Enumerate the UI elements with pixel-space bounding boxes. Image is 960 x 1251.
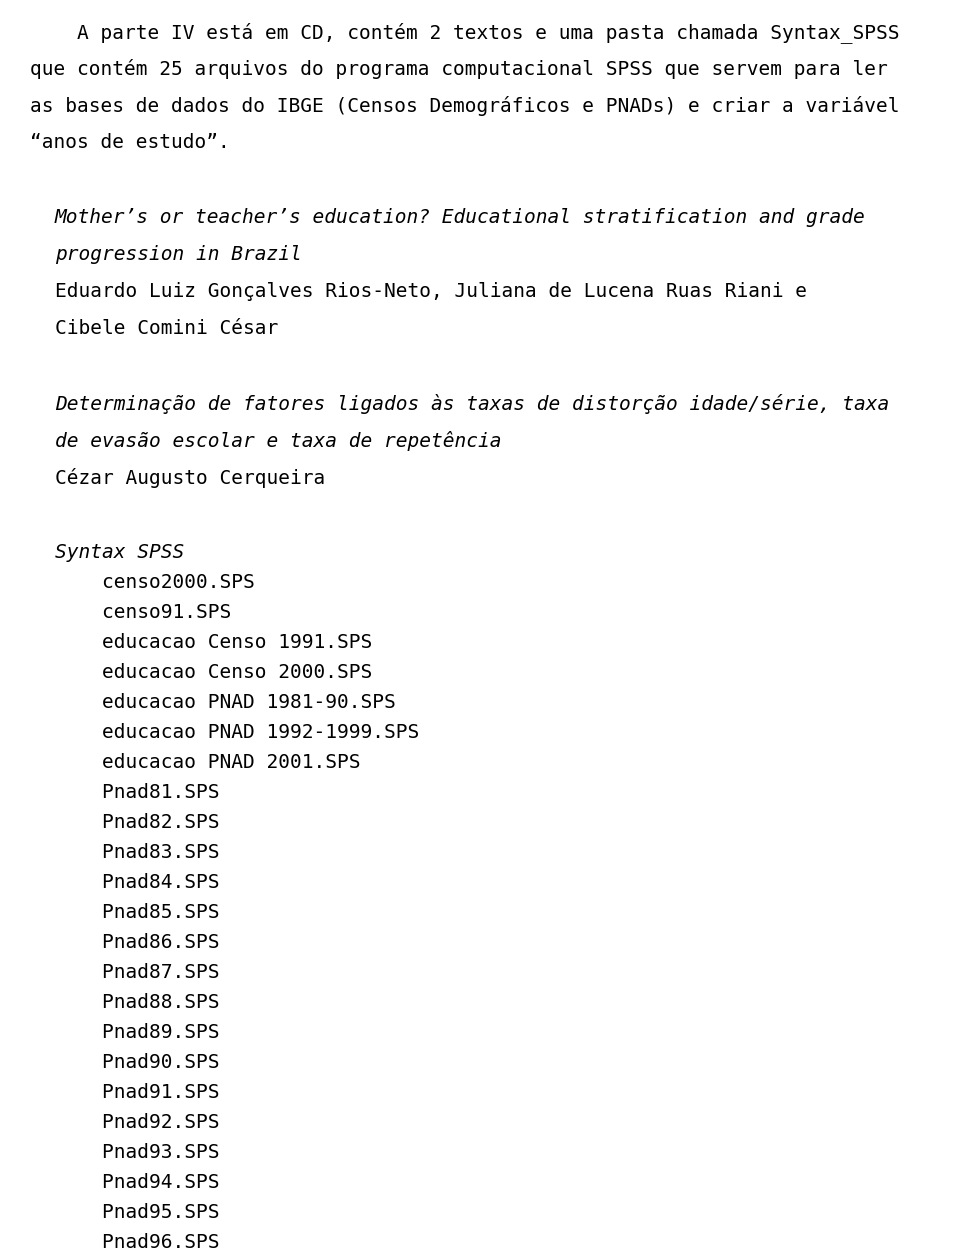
Text: Pnad96.SPS: Pnad96.SPS xyxy=(55,1233,220,1251)
Text: Pnad90.SPS: Pnad90.SPS xyxy=(55,1053,220,1072)
Text: Pnad83.SPS: Pnad83.SPS xyxy=(55,843,220,862)
Text: Pnad93.SPS: Pnad93.SPS xyxy=(55,1143,220,1162)
Text: Determinação de fatores ligados às taxas de distorção idade/série, taxa: Determinação de fatores ligados às taxas… xyxy=(55,394,889,414)
Text: que contém 25 arquivos do programa computacional SPSS que servem para ler: que contém 25 arquivos do programa compu… xyxy=(30,59,888,79)
Text: as bases de dados do IBGE (Censos Demográficos e PNADs) e criar a variável: as bases de dados do IBGE (Censos Demogr… xyxy=(30,96,900,116)
Text: Pnad84.SPS: Pnad84.SPS xyxy=(55,873,220,892)
Text: de evasão escolar e taxa de repetência: de evasão escolar e taxa de repetência xyxy=(55,432,501,452)
Text: Pnad81.SPS: Pnad81.SPS xyxy=(55,783,220,802)
Text: Cézar Augusto Cerqueira: Cézar Augusto Cerqueira xyxy=(55,468,325,488)
Text: Pnad86.SPS: Pnad86.SPS xyxy=(55,933,220,952)
Text: censo91.SPS: censo91.SPS xyxy=(55,603,231,622)
Text: A parte IV está em CD, contém 2 textos e uma pasta chamada Syntax_SPSS: A parte IV está em CD, contém 2 textos e… xyxy=(30,23,900,43)
Text: Cibele Comini César: Cibele Comini César xyxy=(55,319,278,338)
Text: Pnad82.SPS: Pnad82.SPS xyxy=(55,813,220,832)
Text: Pnad95.SPS: Pnad95.SPS xyxy=(55,1203,220,1222)
Text: “anos de estudo”.: “anos de estudo”. xyxy=(30,133,229,153)
Text: Syntax SPSS: Syntax SPSS xyxy=(55,543,184,562)
Text: educacao PNAD 1981-90.SPS: educacao PNAD 1981-90.SPS xyxy=(55,693,396,712)
Text: educacao PNAD 2001.SPS: educacao PNAD 2001.SPS xyxy=(55,753,361,772)
Text: Pnad87.SPS: Pnad87.SPS xyxy=(55,963,220,982)
Text: Pnad91.SPS: Pnad91.SPS xyxy=(55,1083,220,1102)
Text: censo2000.SPS: censo2000.SPS xyxy=(55,573,254,592)
Text: progression in Brazil: progression in Brazil xyxy=(55,245,301,264)
Text: Pnad85.SPS: Pnad85.SPS xyxy=(55,903,220,922)
Text: educacao Censo 1991.SPS: educacao Censo 1991.SPS xyxy=(55,633,372,652)
Text: Mother’s or teacher’s education? Educational stratification and grade: Mother’s or teacher’s education? Educati… xyxy=(55,208,866,226)
Text: educacao Censo 2000.SPS: educacao Censo 2000.SPS xyxy=(55,663,372,682)
Text: Eduardo Luiz Gonçalves Rios-Neto, Juliana de Lucena Ruas Riani e: Eduardo Luiz Gonçalves Rios-Neto, Julian… xyxy=(55,281,807,301)
Text: Pnad94.SPS: Pnad94.SPS xyxy=(55,1173,220,1192)
Text: Pnad88.SPS: Pnad88.SPS xyxy=(55,993,220,1012)
Text: educacao PNAD 1992-1999.SPS: educacao PNAD 1992-1999.SPS xyxy=(55,723,420,742)
Text: Pnad92.SPS: Pnad92.SPS xyxy=(55,1113,220,1132)
Text: Pnad89.SPS: Pnad89.SPS xyxy=(55,1023,220,1042)
